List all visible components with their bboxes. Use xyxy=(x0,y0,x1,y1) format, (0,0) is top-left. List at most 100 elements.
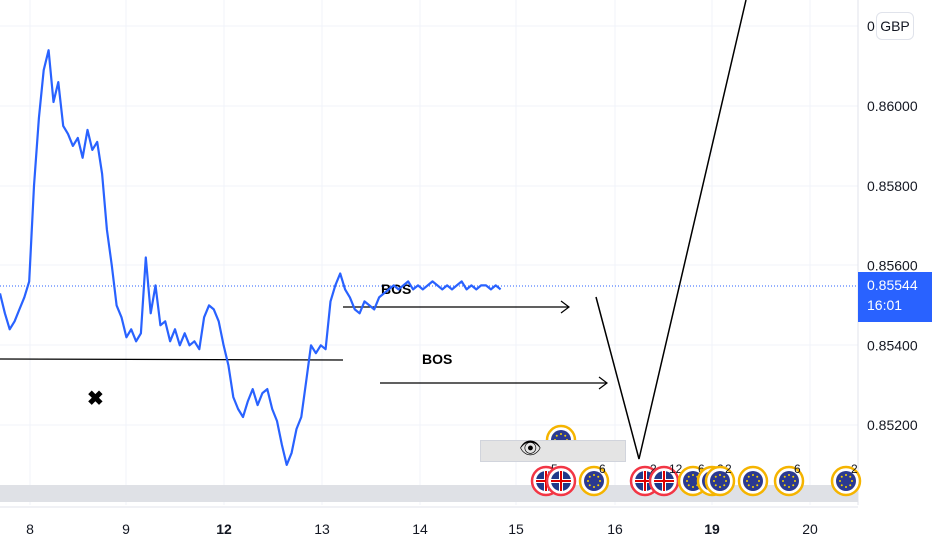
eu-flag-star xyxy=(746,480,748,482)
eu-flag-star xyxy=(783,484,786,487)
y-tick-label: 0.86000 xyxy=(867,98,918,114)
projection-path[interactable] xyxy=(595,0,747,460)
eu-flag-star xyxy=(788,486,790,488)
eu-flag-star xyxy=(587,480,589,482)
eu-flag-star xyxy=(752,474,754,476)
eu-flag-star xyxy=(555,434,558,437)
eu-flag-star xyxy=(752,486,754,488)
event-marker[interactable]: 6 xyxy=(578,462,610,497)
eu-flag-icon xyxy=(584,471,604,491)
x-tick-label: 19 xyxy=(704,521,720,537)
event-marker[interactable]: 2 xyxy=(830,462,862,497)
x-tick-label: 15 xyxy=(508,521,524,537)
eye-icon[interactable]: 👁 xyxy=(519,438,542,458)
last-price-value: 0.85544 xyxy=(867,277,918,293)
eu-flag-star xyxy=(687,475,690,478)
eu-flag-star xyxy=(792,475,795,478)
eu-flag-star xyxy=(714,475,717,478)
eu-flag-star xyxy=(687,484,690,487)
x-tick-label: 8 xyxy=(26,521,34,537)
y-tick-label: 0.85800 xyxy=(867,178,918,194)
eu-flag-star xyxy=(714,484,717,487)
eu-flag-star xyxy=(593,474,595,476)
eu-flag-star xyxy=(840,475,843,478)
eu-flag-star xyxy=(564,434,567,437)
eu-flag-star xyxy=(719,474,721,476)
event-marker[interactable] xyxy=(737,465,769,497)
eu-flag-star xyxy=(782,480,784,482)
hidden-indicators-panel[interactable]: 👁 xyxy=(480,438,626,462)
event-marker[interactable]: 6 xyxy=(773,462,805,497)
event-count: 6 xyxy=(599,462,606,476)
y-tick-label: 0.85600 xyxy=(867,258,918,274)
eu-flag-star xyxy=(845,474,847,476)
countdown-timer: 16:01 xyxy=(867,297,903,313)
eu-flag-icon xyxy=(779,471,799,491)
event-count: 6 xyxy=(794,462,801,476)
eu-flag-star xyxy=(723,484,726,487)
eu-flag-star xyxy=(588,484,591,487)
eu-flag-icon xyxy=(743,471,763,491)
x-tick-label: 13 xyxy=(314,521,330,537)
event-marker[interactable] xyxy=(545,465,577,497)
bos-label-2: BOS xyxy=(422,351,452,367)
eu-flag-star xyxy=(692,474,694,476)
eu-flag-star xyxy=(588,475,591,478)
last-price-label: 0.85544 16:01 xyxy=(858,272,932,322)
cross-marker[interactable]: ✖ xyxy=(87,388,104,410)
eu-flag-star xyxy=(849,475,852,478)
event-count: 6 xyxy=(698,462,705,476)
event-marker[interactable]: 2 xyxy=(704,462,736,497)
eu-flag-star xyxy=(560,433,562,435)
eu-flag-star xyxy=(839,480,841,482)
eu-flag-star xyxy=(719,486,721,488)
eu-flag-star xyxy=(845,486,847,488)
eu-flag-star xyxy=(788,474,790,476)
event-count: 2 xyxy=(851,462,858,476)
eu-flag-star xyxy=(599,480,601,482)
y-axis[interactable]: 0 0.86000 0.85800 0.85600 0.85400 0.85200 xyxy=(867,18,918,433)
x-tick-label: 12 xyxy=(216,521,232,537)
event-count: 2 xyxy=(650,462,657,476)
eu-flag-star xyxy=(783,475,786,478)
support-line[interactable] xyxy=(0,358,344,361)
eu-flag-star xyxy=(692,486,694,488)
eu-flag-star xyxy=(840,484,843,487)
x-tick-label: 16 xyxy=(607,521,623,537)
eu-flag-star xyxy=(725,480,727,482)
drawings[interactable]: BOS BOS ✖ xyxy=(0,0,747,460)
eu-flag-star xyxy=(597,484,600,487)
grid xyxy=(0,0,859,508)
eu-flag-star xyxy=(851,480,853,482)
eu-flag-star xyxy=(849,484,852,487)
eu-flag-star xyxy=(756,475,759,478)
bos-arrow-2-head xyxy=(598,376,608,390)
x-tick-label: 20 xyxy=(802,521,818,537)
x-axis[interactable]: 8 9 12 13 14 15 16 19 20 xyxy=(26,521,818,537)
bos-arrow-1-head xyxy=(560,300,570,314)
event-count: 12 xyxy=(669,462,683,476)
x-tick-label: 9 xyxy=(122,521,130,537)
eu-flag-star xyxy=(723,475,726,478)
event-count: 2 xyxy=(725,462,732,476)
eu-flag-star xyxy=(597,475,600,478)
eu-flag-star xyxy=(747,475,750,478)
eu-flag-star xyxy=(792,484,795,487)
eu-flag-star xyxy=(686,480,688,482)
eu-flag-star xyxy=(593,486,595,488)
eu-flag-star xyxy=(713,480,715,482)
x-tick-label: 14 xyxy=(412,521,428,537)
eu-flag-icon xyxy=(836,471,856,491)
eu-flag-star xyxy=(756,484,759,487)
y-tick-label: 0.85400 xyxy=(867,337,918,353)
y-tick-label: 0 xyxy=(867,18,875,34)
price-series-line xyxy=(0,49,502,466)
eu-flag-star xyxy=(758,480,760,482)
eu-flag-icon xyxy=(710,471,730,491)
currency-badge[interactable]: GBP xyxy=(876,12,914,40)
economic-events[interactable]: 5621262262 xyxy=(530,424,862,497)
eu-flag-star xyxy=(747,484,750,487)
eu-flag-star xyxy=(794,480,796,482)
y-tick-label: 0.85200 xyxy=(867,417,918,433)
